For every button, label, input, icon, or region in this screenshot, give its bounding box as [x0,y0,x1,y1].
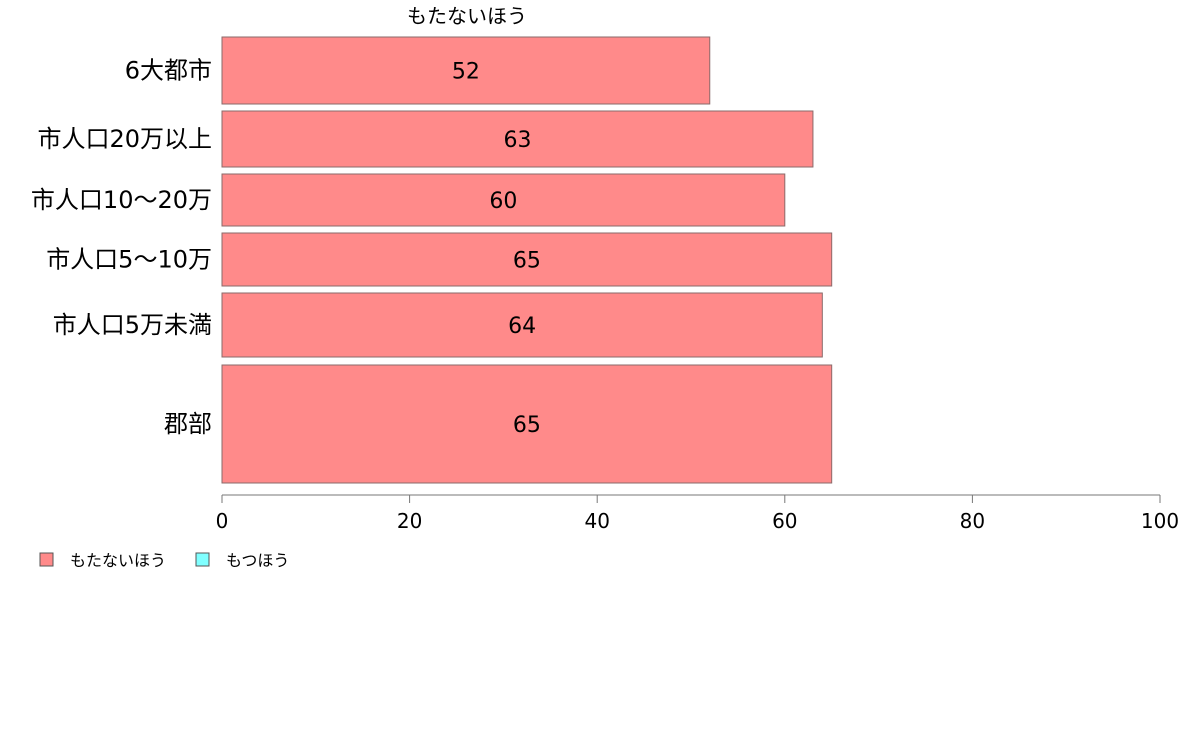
bar [221,364,833,484]
x-tick-label: 100 [1141,509,1179,533]
bar-value-label: 60 [489,189,517,214]
bar-value-label: 65 [513,249,541,274]
legend-label: もたないほう [70,551,166,570]
bar [221,110,814,168]
legend-label: もつほう [226,551,289,570]
x-tick-label: 60 [772,509,797,533]
chart-title: もたないほう [407,4,527,28]
bar [221,292,823,358]
bar-value-label: 65 [513,413,541,438]
x-tick-label: 80 [960,509,985,533]
legend-swatch [39,552,54,567]
x-axis: 0 20 40 60 80 100 [216,494,1179,533]
x-tick-label: 40 [584,509,609,533]
bar-value-label: 63 [503,128,531,153]
bar [221,173,786,227]
category-label: 市人口10〜20万 [31,186,212,214]
legend-swatch [195,552,210,567]
category-label: 6大都市 [125,57,212,85]
bar [221,232,833,287]
bar-value-label: 64 [508,314,536,339]
bar [221,36,711,105]
category-label: 市人口5〜10万 [46,246,212,274]
bars-layer [221,36,833,484]
x-tick-label: 20 [397,509,422,533]
legend: もたないほう もつほう [39,551,289,570]
bar-value-label: 52 [452,60,480,85]
x-tick-label: 0 [216,509,229,533]
category-label: 郡部 [164,410,212,438]
category-label: 市人口20万以上 [37,125,212,153]
category-label: 市人口5万未満 [53,311,212,339]
value-labels: 52 63 60 65 64 65 [452,60,541,439]
